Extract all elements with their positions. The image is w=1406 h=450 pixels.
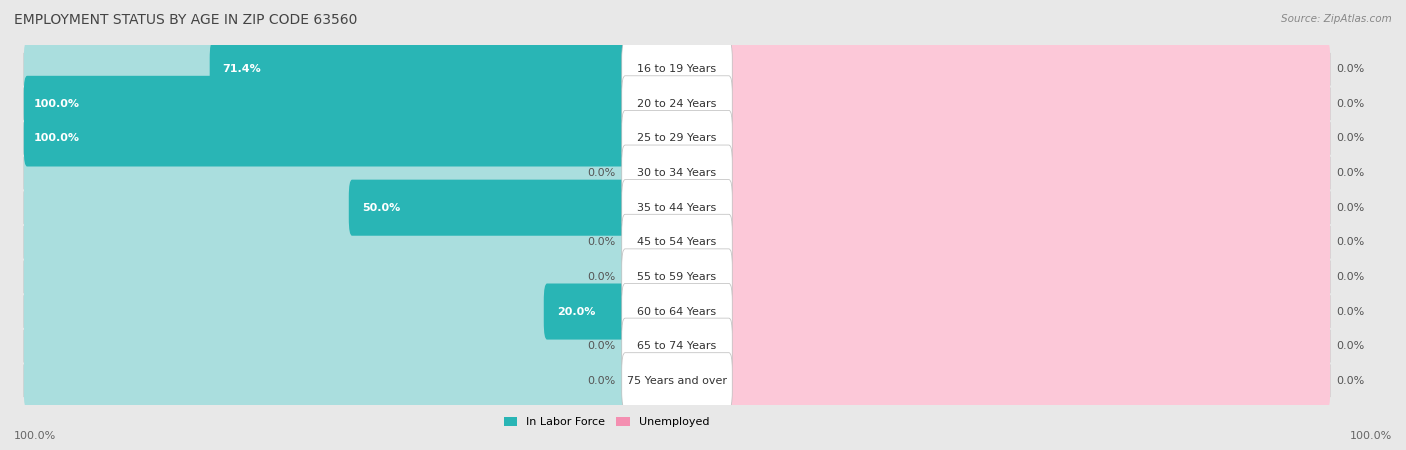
FancyBboxPatch shape <box>24 192 1330 224</box>
Text: 0.0%: 0.0% <box>1337 272 1365 282</box>
FancyBboxPatch shape <box>24 76 628 132</box>
FancyBboxPatch shape <box>24 296 1330 328</box>
Text: 55 to 59 Years: 55 to 59 Years <box>637 272 717 282</box>
FancyBboxPatch shape <box>725 76 1330 132</box>
Text: 0.0%: 0.0% <box>1337 341 1365 351</box>
FancyBboxPatch shape <box>24 88 1330 120</box>
FancyBboxPatch shape <box>725 318 1330 374</box>
Text: 0.0%: 0.0% <box>588 237 616 248</box>
FancyBboxPatch shape <box>24 249 628 305</box>
FancyBboxPatch shape <box>544 284 628 340</box>
FancyBboxPatch shape <box>725 145 1330 201</box>
FancyBboxPatch shape <box>621 318 733 374</box>
Text: 75 Years and over: 75 Years and over <box>627 376 727 386</box>
Text: 0.0%: 0.0% <box>588 376 616 386</box>
FancyBboxPatch shape <box>621 145 733 201</box>
Legend: In Labor Force, Unemployed: In Labor Force, Unemployed <box>499 413 713 432</box>
Text: 100.0%: 100.0% <box>34 99 80 109</box>
Text: 16 to 19 Years: 16 to 19 Years <box>637 64 717 74</box>
FancyBboxPatch shape <box>24 261 1330 293</box>
FancyBboxPatch shape <box>24 318 628 374</box>
FancyBboxPatch shape <box>621 214 733 270</box>
FancyBboxPatch shape <box>24 214 628 270</box>
Text: 25 to 29 Years: 25 to 29 Years <box>637 134 717 144</box>
FancyBboxPatch shape <box>725 284 1330 340</box>
FancyBboxPatch shape <box>725 41 1330 97</box>
FancyBboxPatch shape <box>24 76 628 132</box>
FancyBboxPatch shape <box>725 214 1330 270</box>
Text: 0.0%: 0.0% <box>1337 376 1365 386</box>
FancyBboxPatch shape <box>24 41 628 97</box>
Text: 0.0%: 0.0% <box>588 341 616 351</box>
Text: 0.0%: 0.0% <box>1337 134 1365 144</box>
FancyBboxPatch shape <box>621 284 733 340</box>
FancyBboxPatch shape <box>725 249 1330 305</box>
FancyBboxPatch shape <box>24 353 628 409</box>
Text: EMPLOYMENT STATUS BY AGE IN ZIP CODE 63560: EMPLOYMENT STATUS BY AGE IN ZIP CODE 635… <box>14 14 357 27</box>
FancyBboxPatch shape <box>24 110 628 166</box>
Text: 0.0%: 0.0% <box>1337 237 1365 248</box>
Text: 0.0%: 0.0% <box>1337 99 1365 109</box>
Text: 0.0%: 0.0% <box>1337 306 1365 316</box>
FancyBboxPatch shape <box>24 330 1330 362</box>
FancyBboxPatch shape <box>725 180 1330 236</box>
FancyBboxPatch shape <box>621 41 733 97</box>
FancyBboxPatch shape <box>24 157 1330 189</box>
Text: 20.0%: 20.0% <box>557 306 595 316</box>
FancyBboxPatch shape <box>24 226 1330 258</box>
FancyBboxPatch shape <box>24 365 1330 397</box>
FancyBboxPatch shape <box>24 145 628 201</box>
Text: 0.0%: 0.0% <box>588 272 616 282</box>
FancyBboxPatch shape <box>621 353 733 409</box>
FancyBboxPatch shape <box>621 110 733 166</box>
Text: 0.0%: 0.0% <box>1337 168 1365 178</box>
Text: 100.0%: 100.0% <box>1350 431 1392 441</box>
Text: 35 to 44 Years: 35 to 44 Years <box>637 202 717 213</box>
FancyBboxPatch shape <box>621 180 733 236</box>
Text: 0.0%: 0.0% <box>1337 64 1365 74</box>
Text: 0.0%: 0.0% <box>588 168 616 178</box>
FancyBboxPatch shape <box>725 353 1330 409</box>
Text: 100.0%: 100.0% <box>14 431 56 441</box>
Text: 60 to 64 Years: 60 to 64 Years <box>637 306 717 316</box>
Text: 71.4%: 71.4% <box>222 64 262 74</box>
FancyBboxPatch shape <box>209 41 628 97</box>
Text: 0.0%: 0.0% <box>1337 202 1365 213</box>
Text: 100.0%: 100.0% <box>34 134 80 144</box>
FancyBboxPatch shape <box>24 180 628 236</box>
FancyBboxPatch shape <box>621 249 733 305</box>
Text: 20 to 24 Years: 20 to 24 Years <box>637 99 717 109</box>
FancyBboxPatch shape <box>24 110 628 166</box>
FancyBboxPatch shape <box>621 76 733 132</box>
Text: 45 to 54 Years: 45 to 54 Years <box>637 237 717 248</box>
FancyBboxPatch shape <box>725 110 1330 166</box>
FancyBboxPatch shape <box>24 284 628 340</box>
Text: 50.0%: 50.0% <box>361 202 401 213</box>
FancyBboxPatch shape <box>349 180 628 236</box>
FancyBboxPatch shape <box>24 53 1330 85</box>
Text: Source: ZipAtlas.com: Source: ZipAtlas.com <box>1281 14 1392 23</box>
FancyBboxPatch shape <box>24 122 1330 154</box>
Text: 30 to 34 Years: 30 to 34 Years <box>637 168 717 178</box>
Text: 65 to 74 Years: 65 to 74 Years <box>637 341 717 351</box>
